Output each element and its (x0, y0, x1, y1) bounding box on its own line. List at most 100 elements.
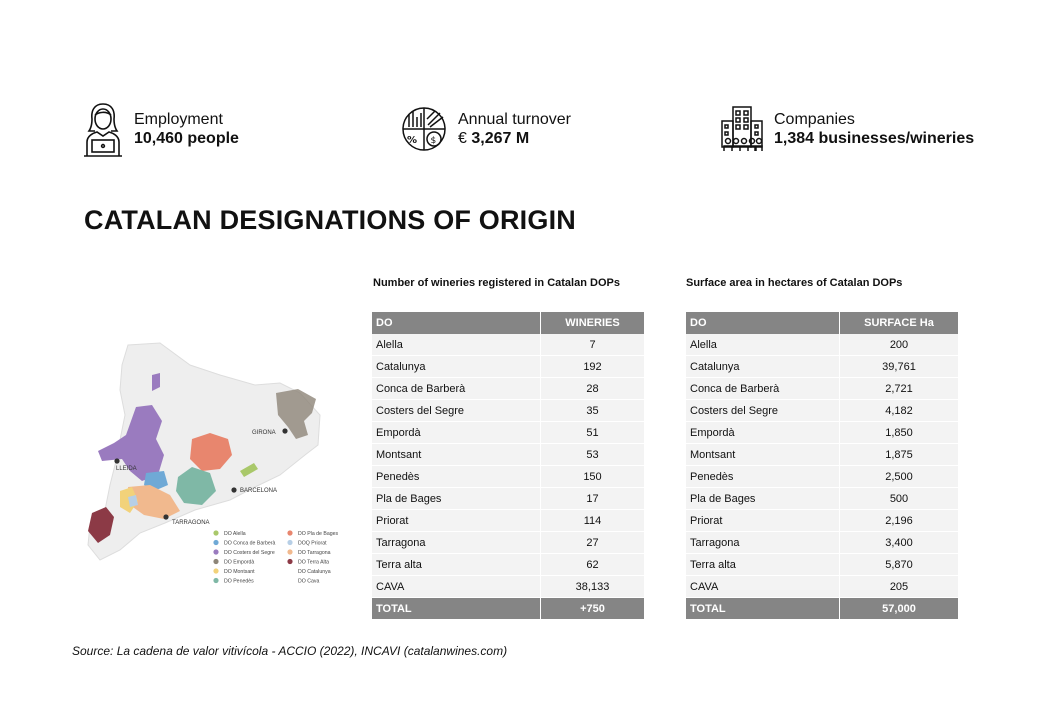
table-cell-value: 39,761 (839, 355, 959, 378)
legend-label: DO Penedès (224, 579, 254, 585)
legend-swatch (213, 568, 219, 574)
legend-swatch (287, 530, 293, 536)
table-cell-value: 62 (540, 553, 645, 576)
turnover-value: € 3,267 M (458, 129, 571, 148)
table-cell-value: 2,196 (839, 509, 959, 532)
table-cell-value: 2,500 (839, 465, 959, 488)
table-row: Pla de Bages 500 (686, 487, 959, 510)
table-cell-value: 38,133 (540, 575, 645, 598)
region-priorat (128, 495, 138, 507)
table-row: Catalunya 39,761 (686, 355, 959, 378)
region-pla-de-bages (190, 433, 232, 471)
table-cell-do: Priorat (686, 509, 840, 532)
wineries-table: DO WINERIES Alella 7 Catalunya 192 Conca de … (372, 312, 645, 620)
table-row: CAVA 38,133 (372, 575, 645, 598)
table-cell-value: 192 (540, 355, 645, 378)
table-row: Terra alta 5,870 (686, 553, 959, 576)
table-row: Montsant 53 (372, 443, 645, 466)
stat-employment: Employment 10,460 people (82, 100, 239, 158)
table-cell-do: CAVA (372, 575, 541, 598)
source-note: Source: La cadena de valor vitivícola - … (72, 644, 508, 658)
table-row: Penedès 150 (372, 465, 645, 488)
city-label-lleida: LLEIDA (116, 466, 137, 472)
table-cell-value: 205 (839, 575, 959, 598)
table-row: Tarragona 3,400 (686, 531, 959, 554)
table-cell-do: Penedès (686, 465, 840, 488)
wineries-header-count: WINERIES (540, 312, 645, 334)
table-row: Pla de Bages 17 (372, 487, 645, 510)
surface-table-title: Surface area in hectares of Catalan DOPs (686, 277, 903, 289)
table-total-value: 57,000 (839, 597, 959, 620)
region-costers-small (152, 373, 160, 391)
table-cell-value: 4,182 (839, 399, 959, 422)
legend-swatch (213, 577, 219, 584)
legend-label: DO Tarragona (298, 550, 331, 556)
legend-swatch (213, 530, 219, 536)
region-terra-alta (88, 507, 114, 543)
table-cell-do: Priorat (372, 509, 541, 532)
svg-text:$: $ (431, 136, 437, 146)
table-row: Terra alta 62 (372, 553, 645, 576)
companies-value: 1,384 businesses/wineries (774, 130, 975, 147)
employment-label: Employment (134, 111, 223, 128)
table-cell-do: Terra alta (686, 553, 840, 576)
table-cell-do: Terra alta (372, 553, 541, 576)
table-cell-do: Costers del Segre (372, 399, 541, 422)
table-cell-value: 200 (839, 334, 959, 356)
table-row: Penedès 2,500 (686, 465, 959, 488)
turnover-label: Annual turnover (458, 111, 571, 128)
city-dot-girona (282, 428, 288, 434)
legend-swatch (213, 549, 219, 555)
table-row: Conca de Barberà 28 (372, 377, 645, 400)
svg-text:%: % (407, 135, 417, 146)
city-label-barcelona: BARCELONA (240, 488, 277, 494)
table-cell-value: 5,870 (839, 553, 959, 576)
table-cell-do: Empordà (372, 421, 541, 444)
table-cell-do: Penedès (372, 465, 541, 488)
table-cell-do: Pla de Bages (686, 487, 840, 510)
table-row: Catalunya 192 (372, 355, 645, 378)
legend-label: DO Cava (298, 579, 319, 585)
surface-header-ha: SURFACE Ha (839, 312, 959, 334)
surface-table: DO SURFACE Ha Alella 200 Catalunya 39,761 Co… (686, 312, 959, 620)
table-cell-value: 114 (540, 509, 645, 532)
region-emporda (276, 389, 316, 439)
table-cell-value: 7 (540, 334, 645, 356)
city-label-tarragona: TARRAGONA (172, 520, 210, 526)
table-row: Conca de Barberà 2,721 (686, 377, 959, 400)
companies-label: Companies (774, 111, 855, 128)
table-cell-do: Conca de Barberà (686, 377, 840, 400)
table-row: Alella 200 (686, 334, 959, 356)
legend-swatch (287, 539, 293, 546)
legend-label: DO Montsant (224, 569, 255, 575)
table-total-row: TOTAL +750 (372, 597, 645, 620)
buildings-icon (721, 106, 763, 151)
table-cell-do: Empordà (686, 421, 840, 444)
legend-swatch (213, 539, 219, 546)
legend-label: DO Catalunya (298, 569, 331, 575)
table-cell-value: 53 (540, 443, 645, 466)
page-title: CATALAN DESIGNATIONS OF ORIGIN (84, 205, 576, 235)
map-legend: DO Alella DO Conca de Barberà DO Costers d… (213, 530, 338, 585)
table-cell-do: Montsant (372, 443, 541, 466)
region-costers-del-segre (98, 405, 164, 481)
wineries-header-do: DO (372, 312, 541, 334)
legend-label: DO Terra Alta (298, 560, 329, 566)
table-cell-do: Conca de Barberà (372, 377, 541, 400)
table-row: CAVA 205 (686, 575, 959, 598)
region-penedes (176, 467, 216, 505)
legend-swatch (287, 558, 293, 565)
table-cell-do: Alella (686, 334, 840, 356)
finance-chart-icon: % $ (402, 107, 446, 151)
table-cell-do: Catalunya (686, 355, 840, 378)
catalonia-map: GIRONA LLEIDA BARCELONA TARRAGONA DO Ale… (87, 342, 338, 585)
table-cell-value: 1,850 (839, 421, 959, 444)
city-dot-tarragona (163, 514, 169, 520)
table-total-label: TOTAL (686, 597, 840, 620)
table-total-label: TOTAL (372, 597, 541, 620)
city-dot-barcelona (231, 487, 237, 493)
table-cell-value: 500 (839, 487, 959, 510)
table-row: Costers del Segre 35 (372, 399, 645, 422)
table-total-row: TOTAL 57,000 (686, 597, 959, 620)
table-cell-do: Pla de Bages (372, 487, 541, 510)
